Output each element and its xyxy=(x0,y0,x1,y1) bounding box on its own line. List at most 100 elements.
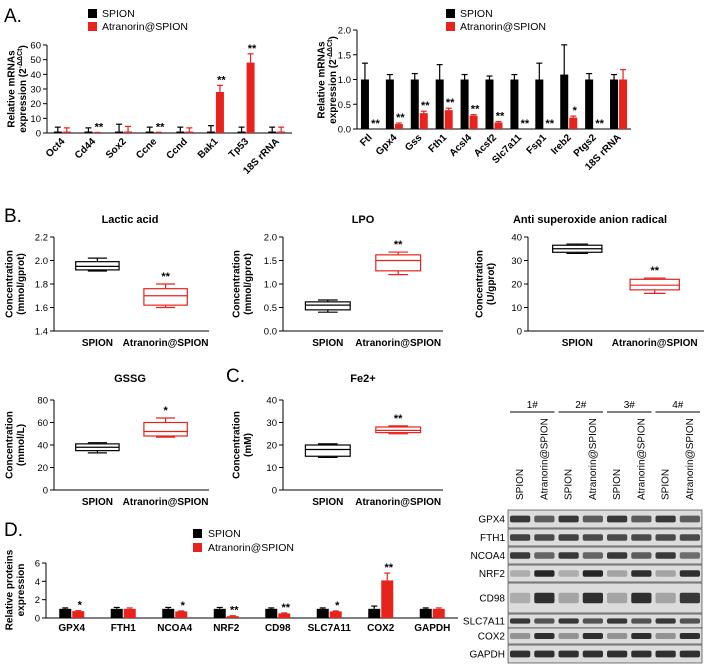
b3-category-label: Atranorin@SPION xyxy=(612,338,698,349)
d1-category-label: FTH1 xyxy=(111,623,136,634)
b4-category-label: SPION xyxy=(82,497,113,508)
b4-title: GSSG xyxy=(114,373,146,385)
b3-y-label: Concentration(U/gprot) xyxy=(475,250,498,318)
blot-band xyxy=(534,618,555,624)
c1-category-label: Atranorin@SPION xyxy=(355,497,441,508)
panel-letter-d: D. xyxy=(4,520,23,541)
legend-a2-label-spion: SPION xyxy=(460,8,493,20)
b2-y-tick-label: 2.0 xyxy=(264,233,277,244)
blot-band xyxy=(510,632,531,640)
b1-y-label-line: Concentration xyxy=(5,250,16,318)
legend-a2-swatch-spion xyxy=(446,9,455,18)
b4-category-label: Atranorin@SPION xyxy=(123,497,209,508)
blot-band xyxy=(558,592,579,604)
a1-bar-spion xyxy=(84,131,93,133)
blot-band xyxy=(558,515,579,523)
b3-category-label: SPION xyxy=(562,338,593,349)
blot-band xyxy=(631,592,652,604)
b4-box-atranorin xyxy=(143,421,188,437)
a2-bar-spion xyxy=(360,79,369,129)
b2-category-label: Atranorin@SPION xyxy=(355,338,441,349)
blot-group-label: 2# xyxy=(575,400,587,411)
blot-band xyxy=(679,632,700,640)
chart-b4: GSSG 0 20 40 60 80 Concentration(mmol/L) SPION A… xyxy=(5,373,209,508)
a2-y-tick-label: 0.0 xyxy=(338,125,351,136)
b4-y-label-line: Concentration xyxy=(5,411,16,479)
blot-protein-label: GAPDH xyxy=(469,650,505,661)
blot-band xyxy=(510,534,531,541)
a1-bar-spion xyxy=(115,131,124,133)
b1-category-label: Atranorin@SPION xyxy=(123,338,209,349)
blot-band xyxy=(582,570,603,577)
b2-y-tick-label: 1.0 xyxy=(264,280,277,291)
blot-row-ncoa4 xyxy=(507,546,703,565)
a1-bar-spion xyxy=(176,131,185,133)
legend-a1: SPION Atranorin@SPION xyxy=(88,8,188,33)
d1-significance: ** xyxy=(384,562,393,574)
d1-y-label-line: expression xyxy=(16,564,27,617)
d1-category-label: CD98 xyxy=(265,623,291,634)
blot-band xyxy=(679,618,700,624)
blot-band xyxy=(607,618,628,624)
c1-y-label: Concentration(mM) xyxy=(232,411,255,479)
b1-box-atranorin xyxy=(143,288,188,306)
blot-group-label: 1# xyxy=(527,400,539,411)
b1-y-tick-label: 1.4 xyxy=(35,327,48,338)
a2-bar-spion xyxy=(535,79,544,129)
b3-y-label-line: (U/gprot) xyxy=(486,263,497,305)
c1-box-spion xyxy=(304,444,351,457)
a2-bar-spion xyxy=(560,74,569,129)
blot-band xyxy=(631,650,652,658)
blot-band xyxy=(679,515,700,523)
a1-bar-spion xyxy=(237,131,246,133)
blot-band xyxy=(582,592,603,604)
d1-bar-spion xyxy=(419,608,432,618)
a2-category-label: Gss xyxy=(403,132,424,153)
a2-bar-spion xyxy=(435,79,444,129)
d1-bar-atranorin xyxy=(381,580,394,618)
b2-significance: ** xyxy=(394,239,403,251)
legend-a2-label-atranorin: Atranorin@SPION xyxy=(460,21,546,33)
d1-significance: ** xyxy=(230,605,239,617)
blot-band xyxy=(679,552,700,559)
blot-band xyxy=(631,534,652,541)
blot-protein-label: SLC7A11 xyxy=(463,617,506,628)
blot-row-gapdh xyxy=(507,644,703,664)
a2-bar-atranorin xyxy=(419,113,428,129)
blot-band xyxy=(558,570,579,577)
b2-y-tick-label: 0.5 xyxy=(264,303,277,314)
a2-significance: ** xyxy=(521,118,530,130)
a1-y-label-superscript: -ΔΔCt xyxy=(17,48,24,68)
blot-band xyxy=(655,552,676,559)
c1-significance: ** xyxy=(394,413,403,425)
d1-significance: ** xyxy=(281,602,290,614)
a1-category-label: Tp53 xyxy=(227,136,252,161)
b1-y-label-line: (mmol/gprot) xyxy=(16,253,27,315)
a2-significance: ** xyxy=(421,100,430,112)
d1-significance: * xyxy=(78,600,83,612)
d1-bar-atranorin xyxy=(72,611,85,618)
a1-y-tick-label: 10 xyxy=(30,114,41,125)
a2-bar-spion xyxy=(410,79,419,129)
d1-bar-spion xyxy=(162,608,175,618)
a1-y-label-close: ) xyxy=(18,45,29,48)
a2-category-label: Acsl4 xyxy=(448,132,475,159)
blot-protein-label: NCOA4 xyxy=(471,551,506,562)
c1-y-label-line: (mM) xyxy=(243,433,254,457)
b1-y-tick-label: 1.8 xyxy=(35,280,48,291)
d1-y-tick-label: 4 xyxy=(35,577,40,588)
a2-significance: ** xyxy=(446,97,455,109)
legend-a1-label-spion: SPION xyxy=(102,8,135,20)
blot-band xyxy=(679,650,700,658)
b2-y-label: Concentration(mmol/gprot) xyxy=(232,250,255,318)
b2-y-tick-label: 1.5 xyxy=(264,256,277,267)
a2-significance: * xyxy=(573,105,578,117)
b1-significance: ** xyxy=(161,271,170,283)
panel-letter-b: B. xyxy=(4,206,22,227)
d1-category-label: GAPDH xyxy=(414,623,450,634)
b3-y-tick-label: 40 xyxy=(511,233,522,244)
a1-y-tick-label: 30 xyxy=(30,85,41,96)
